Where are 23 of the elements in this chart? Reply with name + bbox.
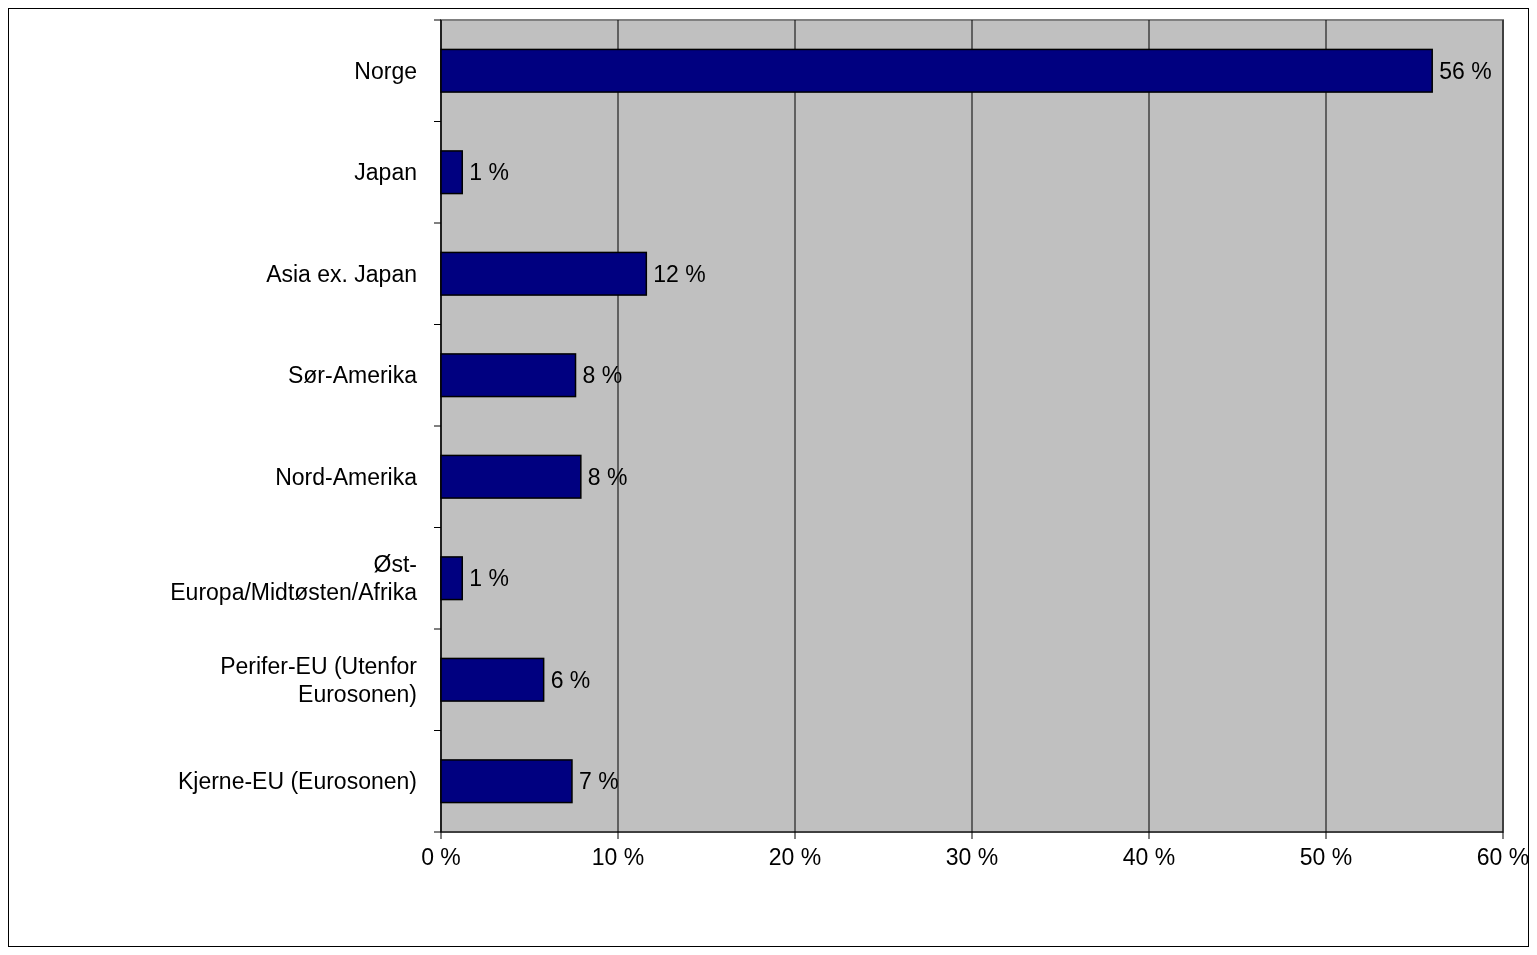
x-tick-label: 60 % <box>1476 844 1530 870</box>
data-label: 8 % <box>582 362 623 389</box>
data-label: 56 % <box>1439 57 1492 84</box>
x-tick-label: 0 % <box>421 844 461 870</box>
y-tick-label: Kjerne-EU (Eurosonen) <box>177 768 417 795</box>
data-label: 1 % <box>469 565 509 592</box>
data-label: 1 % <box>469 159 509 186</box>
data-label: 8 % <box>587 463 628 490</box>
data-label: 6 % <box>550 666 591 693</box>
y-tick-label: Asia ex. Japan <box>266 260 417 287</box>
x-tick-label: 30 % <box>945 844 999 870</box>
y-tick-label: Japan <box>354 159 417 186</box>
x-tick-label: 20 % <box>768 844 822 870</box>
data-label: 7 % <box>578 768 619 795</box>
y-tick-label: Sør-Amerika <box>287 362 418 389</box>
y-tick-label: Øst-Europa/Midtøsten/Afrika <box>170 551 418 606</box>
y-tick-label: Norge <box>354 57 417 84</box>
x-tick-label: 40 % <box>1122 844 1176 870</box>
x-tick-label: 10 % <box>591 844 645 870</box>
x-tick-label: 50 % <box>1299 844 1353 870</box>
y-tick-label: Nord-Amerika <box>275 463 418 490</box>
y-tick-label: Perifer-EU (Utenfor Eurosonen) <box>220 652 418 707</box>
data-label: 12 % <box>653 260 706 287</box>
